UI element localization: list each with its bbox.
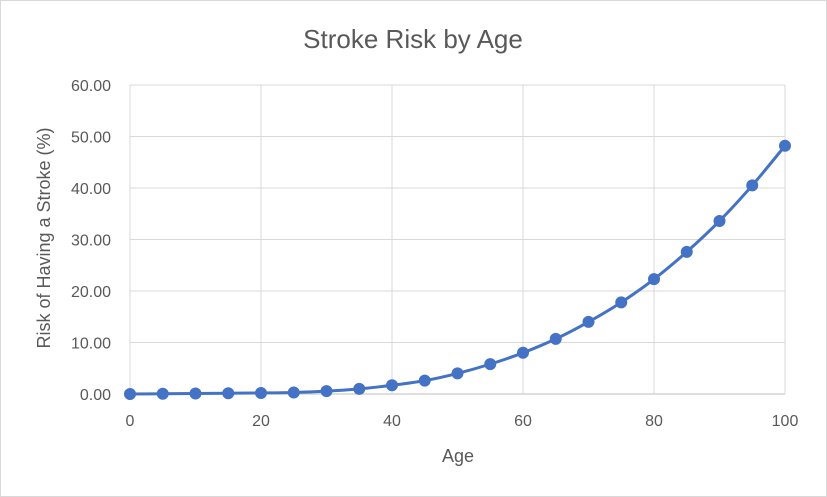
data-point [517, 346, 529, 359]
x-tick-label: 40 [383, 413, 401, 430]
data-point [451, 367, 464, 380]
data-point [353, 382, 366, 395]
x-tick-label: 60 [514, 413, 532, 430]
data-point [320, 385, 333, 398]
y-tick-label: 40.00 [71, 181, 111, 198]
data-point [189, 387, 202, 400]
x-tick-label: 0 [126, 413, 135, 430]
y-tick-label: 30.00 [71, 233, 111, 250]
data-point [680, 245, 693, 258]
data-point [746, 179, 759, 192]
series-line [129, 144, 787, 396]
y-tick-label: 0.00 [80, 387, 111, 404]
data-point [418, 374, 431, 387]
y-tick-label: 50.00 [71, 130, 111, 147]
y-tick-labels: 0.00 10.00 20.00 30.00 40.00 50.00 60.00 [71, 78, 111, 404]
data-point [222, 387, 235, 400]
y-tick-label: 10.00 [71, 336, 111, 353]
data-point [648, 273, 660, 286]
y-tick-label: 20.00 [71, 284, 111, 301]
y-tick-label: 60.00 [71, 78, 111, 95]
x-tick-label: 20 [252, 413, 270, 430]
x-tick-label: 80 [645, 413, 663, 430]
series-line-group [124, 139, 791, 400]
data-point [713, 214, 726, 227]
grid-lines [129, 84, 786, 395]
data-point [615, 296, 628, 309]
x-tick-label: 100 [772, 413, 799, 430]
data-point [156, 387, 169, 400]
x-tick-labels: 0 20 40 60 80 100 [126, 413, 799, 430]
data-point [484, 358, 497, 371]
data-point [124, 388, 136, 400]
x-axis-label: Age [442, 446, 474, 466]
data-point [779, 139, 791, 152]
data-point [287, 386, 300, 399]
data-point [386, 379, 398, 392]
y-axis-label: Risk of Having a Stroke (%) [34, 127, 54, 348]
chart-title: Stroke Risk by Age [303, 24, 523, 54]
data-point [549, 332, 562, 345]
data-point [582, 315, 595, 328]
data-point [255, 386, 267, 399]
